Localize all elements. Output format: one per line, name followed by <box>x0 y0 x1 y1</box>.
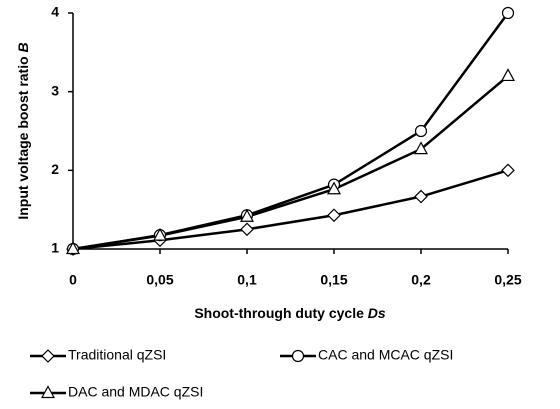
y-label-text: Input voltage boost ratio <box>15 56 31 219</box>
series-line <box>72 74 509 251</box>
y-label-symbol: B <box>15 42 31 52</box>
marker <box>291 349 305 363</box>
marker <box>501 163 515 178</box>
marker <box>326 181 342 195</box>
x-tick-label: 0,25 <box>494 272 521 288</box>
marker <box>500 68 516 82</box>
y-tick-label: 2 <box>51 161 59 177</box>
series-line <box>72 169 509 251</box>
y-tick-label: 3 <box>51 82 59 98</box>
legend-entry: DAC and MDAC qZSI <box>30 384 203 400</box>
x-tick-label: 0,15 <box>320 272 347 288</box>
legend-entry: CAC and MCAC qZSI <box>280 347 453 363</box>
marker <box>41 349 55 363</box>
marker <box>239 208 255 222</box>
marker <box>501 6 515 20</box>
marker <box>414 124 428 138</box>
y-axis-label: Input voltage boost ratio B <box>15 42 31 219</box>
legend-entry: Traditional qZSI <box>30 347 166 363</box>
legend-label: Traditional qZSI <box>68 347 166 363</box>
x-axis-label: Shoot-through duty cycle Ds <box>194 305 386 321</box>
marker <box>327 208 341 223</box>
marker <box>240 222 254 237</box>
x-tick-label: 0,1 <box>237 272 257 288</box>
y-tick-label: 4 <box>51 4 59 20</box>
marker <box>413 141 429 155</box>
x-label-text: Shoot-through duty cycle <box>194 305 364 321</box>
legend-label: CAC and MCAC qZSI <box>318 347 453 363</box>
legend-label: DAC and MDAC qZSI <box>68 384 203 400</box>
x-tick-label: 0 <box>69 272 77 288</box>
x-tick-label: 0,2 <box>411 272 431 288</box>
marker <box>414 189 428 204</box>
marker <box>152 227 168 241</box>
x-tick-label: 0,05 <box>146 272 173 288</box>
x-label-symbol: Ds <box>368 305 386 321</box>
y-tick-label: 1 <box>51 240 59 256</box>
marker <box>40 385 56 399</box>
marker <box>65 241 81 255</box>
